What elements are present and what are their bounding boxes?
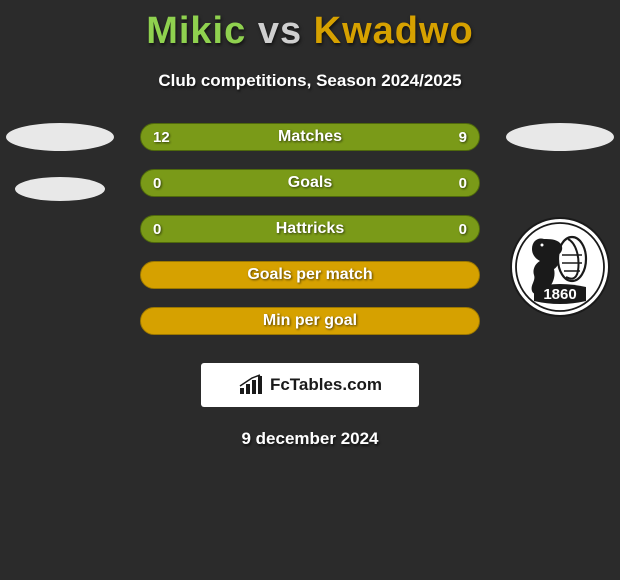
player1-name: Mikic xyxy=(146,10,246,52)
stat-right-value: 0 xyxy=(459,175,467,192)
stat-label: Goals per match xyxy=(247,266,372,284)
stat-label: Goals xyxy=(288,174,332,192)
stat-row-hattricks: 0 Hattricks 0 xyxy=(140,215,480,243)
chart-icon xyxy=(238,374,264,396)
brand-box[interactable]: FcTables.com xyxy=(201,363,419,407)
stat-right-value: 9 xyxy=(459,129,467,146)
stat-rows: 12 Matches 9 0 Goals 0 0 Hattricks 0 Goa… xyxy=(140,123,480,335)
club-logo-1860: 1860 xyxy=(510,217,610,317)
brand-text: FcTables.com xyxy=(270,375,382,395)
player2-avatar-placeholder xyxy=(506,123,614,151)
subtitle: Club competitions, Season 2024/2025 xyxy=(158,71,461,91)
stat-row-goals: 0 Goals 0 xyxy=(140,169,480,197)
page-title: Mikic vs Kwadwo xyxy=(146,10,474,53)
player2-name: Kwadwo xyxy=(314,10,474,52)
stat-label: Matches xyxy=(278,128,342,146)
player1-avatar-placeholder xyxy=(6,123,114,151)
left-column xyxy=(0,123,120,227)
stat-right-value: 0 xyxy=(459,221,467,238)
stats-area: 1860 12 Matches 9 0 Goals 0 0 Hattricks … xyxy=(0,123,620,449)
right-column: 1860 xyxy=(500,123,620,317)
player1-club-placeholder xyxy=(15,177,105,201)
stat-row-matches: 12 Matches 9 xyxy=(140,123,480,151)
stat-left-value: 0 xyxy=(153,175,161,192)
date-line: 9 december 2024 xyxy=(0,429,620,449)
stat-label: Min per goal xyxy=(263,312,357,330)
stat-left-value: 12 xyxy=(153,129,170,146)
svg-text:1860: 1860 xyxy=(543,286,576,303)
vs-label: vs xyxy=(258,10,302,52)
main-container: Mikic vs Kwadwo Club competitions, Seaso… xyxy=(0,0,620,449)
stat-row-goals-per-match: Goals per match xyxy=(140,261,480,289)
stat-left-value: 0 xyxy=(153,221,161,238)
stat-label: Hattricks xyxy=(276,220,344,238)
stat-row-min-per-goal: Min per goal xyxy=(140,307,480,335)
